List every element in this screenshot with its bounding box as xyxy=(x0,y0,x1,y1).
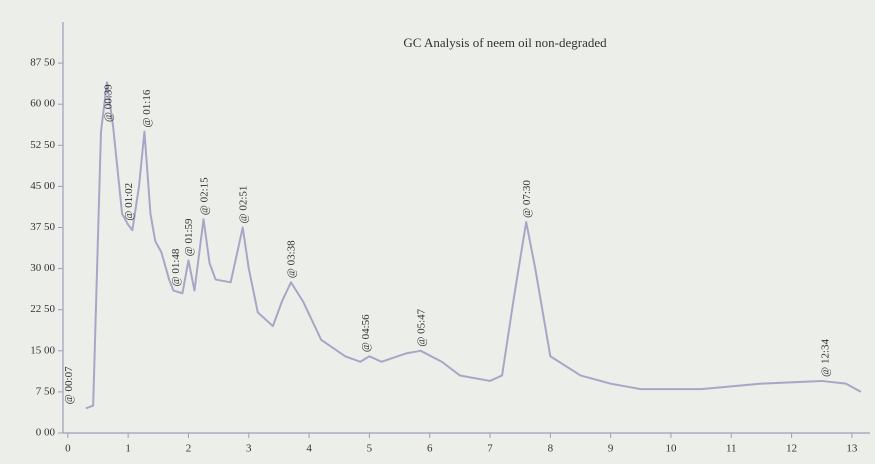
x-tick-label: 13 xyxy=(846,443,858,455)
peak-label: @ 01:02 xyxy=(123,183,135,221)
x-tick-label: 4 xyxy=(306,443,312,455)
peak-label: @ 01:16 xyxy=(141,89,153,127)
y-tick-label: 22 50 xyxy=(30,303,55,315)
chart-title: GC Analysis of neem oil non-degraded xyxy=(403,35,607,50)
peak-label: @ 03:38 xyxy=(286,240,298,278)
peak-label: @ 01:48 xyxy=(170,248,182,286)
trace-line xyxy=(85,81,862,410)
peak-label: @ 05:47 xyxy=(415,308,427,346)
x-tick-label: 10 xyxy=(665,443,677,455)
y-tick-label: 60 00 xyxy=(30,98,55,110)
x-tick-label: 1 xyxy=(125,443,131,455)
y-tick-label: 0 00 xyxy=(36,427,56,439)
peak-label: @ 00:39 xyxy=(102,84,114,122)
x-tick-label: 9 xyxy=(608,443,614,455)
x-tick-label: 5 xyxy=(367,443,373,455)
y-tick-label: 7 50 xyxy=(36,385,56,397)
peak-label: @ 00:07 xyxy=(63,366,75,404)
peak-label: @ 04:56 xyxy=(360,314,372,352)
x-tick-label: 0 xyxy=(65,443,71,455)
y-tick-label: 30 00 xyxy=(30,262,55,274)
y-tick-label: 37 50 xyxy=(30,221,55,233)
peak-label: @ 12:34 xyxy=(820,339,832,377)
y-tick-label: 87 50 xyxy=(30,57,55,69)
x-tick-label: 7 xyxy=(487,443,493,455)
peak-label: @ 07:30 xyxy=(521,180,533,218)
x-tick-label: 3 xyxy=(246,443,252,455)
x-tick-label: 11 xyxy=(726,443,737,455)
y-tick-label: 52 50 xyxy=(30,139,55,151)
x-tick-label: 12 xyxy=(786,443,797,455)
x-tick-label: 8 xyxy=(548,443,554,455)
peak-label: @ 02:51 xyxy=(237,186,249,224)
x-tick-label: 6 xyxy=(427,443,433,455)
y-tick-label: 15 00 xyxy=(30,344,55,356)
peak-label: @ 01:59 xyxy=(183,218,195,256)
y-tick-label: 45 00 xyxy=(30,180,55,192)
x-tick-label: 2 xyxy=(186,443,192,455)
peak-label: @ 02:15 xyxy=(198,177,210,215)
